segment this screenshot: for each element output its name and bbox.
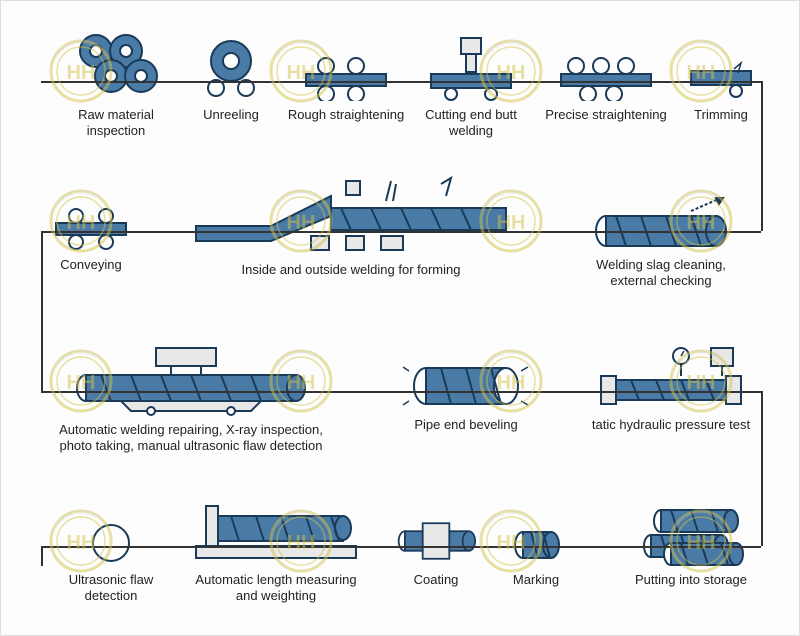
step-ultrasonic: Ultrasonic flaw detection [56,521,166,605]
step-label: tatic hydraulic pressure test [581,417,761,433]
svg-text:HAIHAO GROUP: HAIHAO GROUP [674,40,720,59]
hydraulic-test-icon [581,346,761,411]
step-label: Unreeling [191,107,271,123]
step-label: Automatic welding repairing, X-ray inspe… [41,422,341,455]
step-label: Inside and outside welding for forming [181,262,521,278]
step-auto-welding: Automatic welding repairing, X-ray inspe… [41,346,341,455]
step-cutting-butt: Cutting end butt welding [416,36,526,140]
step-conveying: Conveying [46,206,136,273]
step-pipe-beveling: Pipe end beveling [391,361,541,433]
step-label: Welding slag cleaning, external checking [571,257,751,290]
welding-forming-icon [181,176,521,256]
step-label: Marking [496,572,576,588]
step-marking: Marking [496,524,576,588]
step-raw-material: Raw material inspection [51,31,181,140]
step-label: Putting into storage [621,572,761,588]
marking-icon [496,524,576,566]
auto-welding-icon [41,346,341,416]
step-label: Cutting end butt welding [416,107,526,140]
pipe-beveling-icon [391,361,541,411]
step-label: Raw material inspection [51,107,181,140]
raw-material-icon [51,31,181,101]
step-label: Precise straightening [541,107,671,123]
step-label: Pipe end beveling [391,417,541,433]
step-unreeling: Unreeling [191,36,271,123]
step-label: Trimming [681,107,761,123]
step-trimming: Trimming [681,61,761,123]
step-hydraulic-test: tatic hydraulic pressure test [581,346,761,433]
ultrasonic-icon [56,521,166,566]
conveying-icon [46,206,136,251]
step-label: Automatic length measuring and weighting [181,572,371,605]
cutting-butt-icon [416,36,526,101]
length-measure-icon [181,501,371,566]
step-slag-cleaning: Welding slag cleaning, external checking [571,196,751,290]
unreeling-icon [191,36,271,101]
process-flow-diagram: Raw material inspection Unreeling Rough [1,1,799,635]
step-coating: Coating [396,516,476,588]
step-length-measure: Automatic length measuring and weighting [181,501,371,605]
step-precise-straight: Precise straightening [541,56,671,123]
rough-straight-icon [286,56,406,101]
step-label: Rough straightening [286,107,406,123]
step-label: Conveying [46,257,136,273]
precise-straight-icon [541,56,671,101]
step-welding-forming: Inside and outside welding for forming [181,176,521,278]
slag-cleaning-icon [571,196,751,251]
storage-icon [621,506,761,566]
step-rough-straight: Rough straightening [286,56,406,123]
step-label: Coating [396,572,476,588]
step-label: Ultrasonic flaw detection [56,572,166,605]
coating-icon [396,516,476,566]
